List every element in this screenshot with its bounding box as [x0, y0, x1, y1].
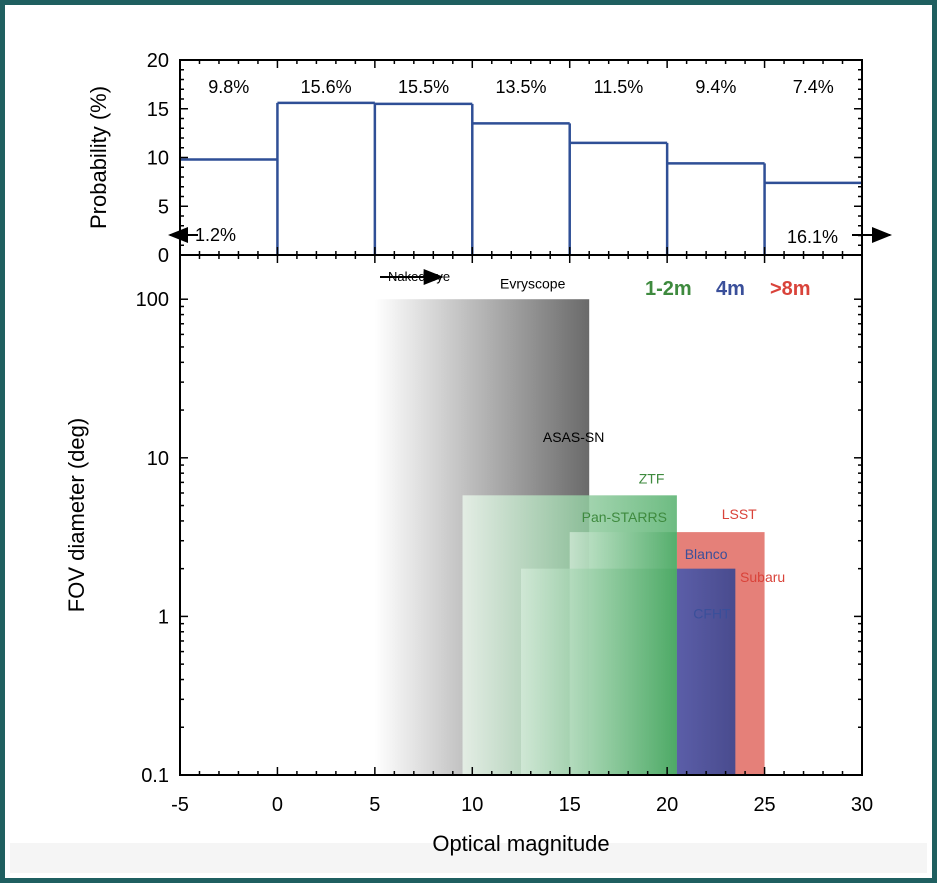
bottom-y-tick-label: 10: [147, 448, 169, 470]
survey-label-blanco: Blanco: [685, 546, 728, 562]
x-tick-label: 0: [272, 794, 283, 816]
bottom-y-tick-label: 0.1: [141, 765, 169, 787]
legend-entry-0: 1-2m: [645, 278, 692, 300]
survey-label-ztf: ZTF: [639, 470, 665, 486]
hist-bar-label: 9.8%: [208, 77, 249, 97]
naked-eye-label: Naked eye: [388, 269, 450, 284]
bottom-y-axis-title: FOV diameter (deg): [64, 418, 89, 612]
hist-bar-label: 15.5%: [398, 77, 449, 97]
top-y-tick-label: 10: [147, 148, 169, 170]
x-tick-label: 30: [851, 794, 873, 816]
survey-label-asas-sn: ASAS-SN: [543, 429, 604, 445]
top-y-tick-label: 0: [158, 245, 169, 267]
top-y-tick-label: 20: [147, 50, 169, 72]
survey-label-pan-starrs: Pan-STARRS: [582, 509, 667, 525]
top-y-tick-label: 15: [147, 99, 169, 121]
hist-left-tail-label: 1.2%: [195, 225, 236, 245]
x-tick-label: 25: [753, 794, 775, 816]
top-y-axis-title: Probability (%): [86, 86, 111, 229]
x-tick-label: 20: [656, 794, 678, 816]
x-tick-label: 5: [369, 794, 380, 816]
top-y-tick-label: 5: [158, 196, 169, 218]
x-tick-label: -5: [171, 794, 189, 816]
x-tick-label: 15: [559, 794, 581, 816]
bottom-y-tick-label: 100: [136, 289, 169, 311]
survey-label-lsst: LSST: [722, 506, 757, 522]
legend-entry-1: 4m: [716, 278, 745, 300]
bottom-y-tick-label: 1: [158, 606, 169, 628]
hist-bar-label: 11.5%: [594, 77, 644, 97]
hist-bar-label: 15.6%: [301, 77, 352, 97]
chart-svg: 9.8% 15.6% 15.5% 13.5% 11.5% 9.4% 7.4% 1.2% 16.1…: [64, 50, 892, 856]
hist-right-tail-label: 16.1%: [787, 227, 838, 247]
hist-bar-label: 13.5%: [495, 77, 546, 97]
x-tick-label: 10: [461, 794, 483, 816]
hist-bar-label: 9.4%: [695, 77, 736, 97]
legend-entry-2: >8m: [770, 278, 811, 300]
survey-region-blanco: [676, 568, 736, 775]
survey-label-cfht: CFHT: [693, 606, 731, 622]
survey-region-cfht: [521, 568, 677, 775]
survey-label-evryscope: Evryscope: [500, 275, 566, 291]
bottom-panel-frame: [179, 254, 863, 776]
survey-label-subaru: Subaru: [740, 569, 785, 585]
x-axis-title: Optical magnitude: [432, 831, 609, 856]
bottom-strip: [10, 843, 927, 873]
hist-bar-label: 7.4%: [793, 77, 834, 97]
